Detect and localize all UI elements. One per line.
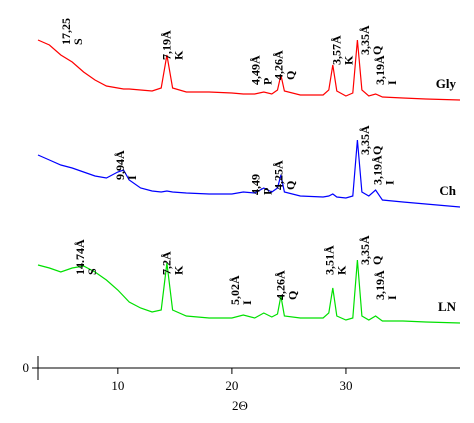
peak-phase: Q [283, 71, 297, 80]
y-tick-label: 0 [23, 360, 30, 375]
peak-annotation: 17,25S [59, 18, 85, 45]
series-name: LN [438, 299, 457, 314]
peak-d-spacing: 7,2Å [160, 251, 174, 275]
peak-phase: I [240, 300, 254, 305]
peak-d-spacing: 3,57Å [330, 35, 344, 65]
peak-phase: I [385, 295, 399, 300]
peak-d-spacing: 3,35Å [358, 235, 372, 265]
peak-d-spacing: 3,19Å [373, 270, 387, 300]
peak-phase: S [85, 268, 99, 275]
peak-phase: Q [283, 181, 297, 190]
peak-phase: I [385, 80, 399, 85]
peak-phase: S [71, 38, 85, 45]
peak-d-spacing: 4,26Å [271, 50, 285, 80]
peak-phase: P [261, 188, 275, 195]
peak-phase: K [342, 55, 356, 65]
peak-phase: Q [370, 146, 384, 155]
peak-d-spacing: 3,35Å [358, 125, 372, 155]
peak-d-spacing: 3,19Å [371, 155, 385, 185]
peak-d-spacing: 17,25 [59, 18, 73, 45]
peak-d-spacing: 3,19Å [373, 55, 387, 85]
xrd-trace [37, 39, 461, 101]
peak-d-spacing: 3,51Å [323, 245, 337, 275]
peak-phase: Q [370, 46, 384, 55]
peak-phase: K [172, 265, 186, 275]
peak-annotation: 4,49P [249, 174, 275, 195]
peak-phase: I [125, 175, 139, 180]
peak-d-spacing: 4,26Å [274, 270, 288, 300]
peak-phase: K [172, 50, 186, 60]
series-name: Ch [439, 183, 456, 198]
peak-d-spacing: 5,02Å [228, 275, 242, 305]
peak-d-spacing: 4,49 [249, 174, 263, 195]
peak-d-spacing: 9,94Å [113, 150, 127, 180]
xrd-trace [37, 139, 461, 208]
peak-d-spacing: 4,25Å [271, 160, 285, 190]
peak-d-spacing: 3,35Å [358, 25, 372, 55]
series-name: Gly [436, 76, 457, 91]
x-tick-label: 10 [111, 378, 124, 393]
peak-d-spacing: 14.74Å [73, 239, 87, 275]
xrd-trace [37, 259, 461, 324]
peak-d-spacing: 4,49Å [249, 55, 263, 85]
peak-d-spacing: 7,19Å [160, 30, 174, 60]
peak-phase: K [335, 265, 349, 275]
peak-phase: Q [370, 256, 384, 265]
peak-annotation: 7,2ÅK [160, 251, 186, 275]
peak-phase: Q [286, 291, 300, 300]
peak-phase: P [261, 78, 275, 85]
x-axis-label: 2Θ [232, 398, 248, 413]
x-tick-label: 20 [225, 378, 238, 393]
peak-phase: I [383, 180, 397, 185]
x-tick-label: 30 [339, 378, 352, 393]
